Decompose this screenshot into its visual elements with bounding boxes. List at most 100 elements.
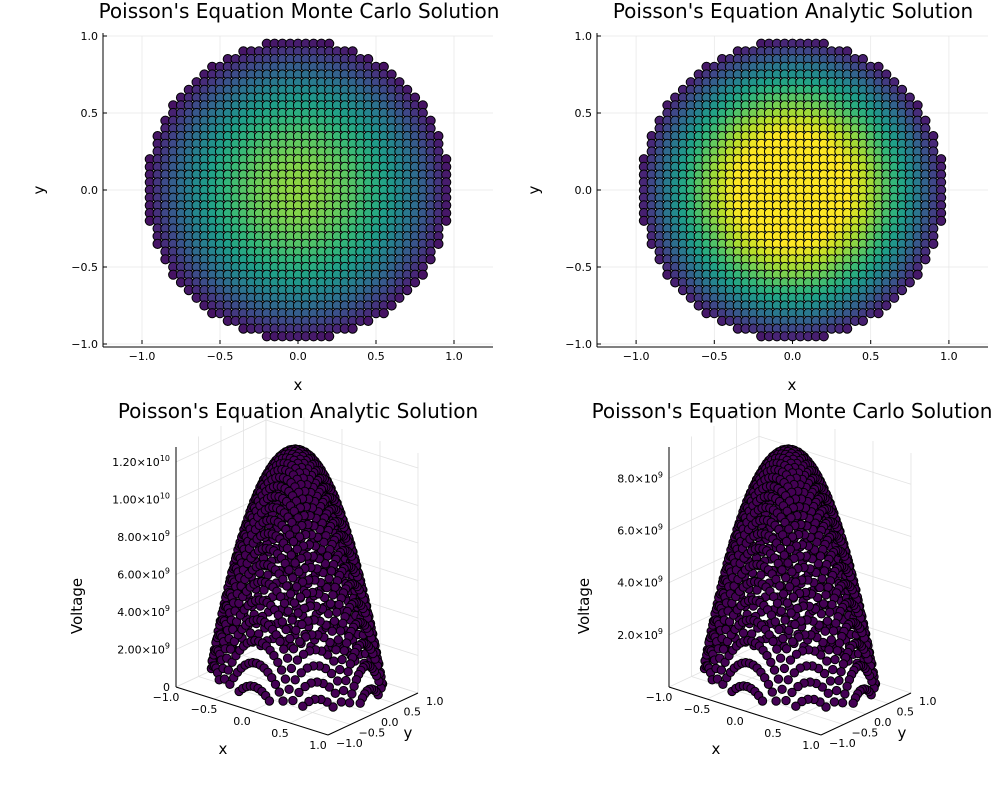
z-tick-exponent: 9 bbox=[165, 604, 170, 613]
data-point bbox=[778, 633, 788, 644]
data-point bbox=[347, 689, 357, 699]
x-tick-label: −0.5 bbox=[191, 703, 218, 716]
z-tick-label: 1.20×1010 bbox=[112, 454, 170, 469]
data-point bbox=[716, 665, 727, 675]
data-point bbox=[276, 665, 287, 675]
panel-3-surface-markers bbox=[206, 444, 388, 712]
data-point bbox=[409, 277, 421, 288]
data-point bbox=[296, 668, 306, 678]
data-point bbox=[223, 665, 234, 675]
data-point bbox=[338, 618, 348, 628]
data-point bbox=[782, 598, 793, 608]
x-tick-label: 0.5 bbox=[271, 727, 289, 740]
data-point bbox=[787, 687, 797, 698]
data-point bbox=[278, 696, 288, 706]
x-tick-label: −1.0 bbox=[646, 691, 673, 704]
data-point bbox=[786, 608, 796, 618]
z-tick-exponent: 10 bbox=[160, 454, 170, 463]
data-point bbox=[289, 598, 300, 608]
data-point bbox=[279, 644, 289, 654]
y-tick-label: 0.5 bbox=[81, 107, 99, 120]
data-point bbox=[335, 626, 346, 636]
z-tick-mantissa: 2.00×10 bbox=[117, 644, 165, 657]
y-tick-label: 1.0 bbox=[81, 30, 99, 43]
x-tick-label: 0.0 bbox=[289, 350, 307, 363]
data-point bbox=[781, 644, 792, 654]
data-point bbox=[264, 696, 275, 706]
data-point bbox=[772, 644, 782, 654]
data-point bbox=[767, 687, 777, 697]
data-point bbox=[763, 679, 774, 689]
data-point bbox=[778, 589, 789, 599]
data-point bbox=[785, 655, 796, 665]
data-point bbox=[288, 536, 299, 547]
x-tick-label: 0.5 bbox=[367, 350, 385, 363]
data-point bbox=[819, 566, 830, 576]
data-point bbox=[294, 687, 304, 698]
data-point bbox=[831, 685, 842, 696]
z-tick-exponent: 9 bbox=[165, 529, 170, 538]
data-point bbox=[441, 215, 452, 226]
data-point bbox=[834, 638, 845, 648]
data-point bbox=[386, 300, 397, 311]
data-point bbox=[783, 558, 793, 568]
data-point bbox=[292, 655, 303, 665]
z-tick-mantissa: 1.20×10 bbox=[112, 456, 160, 469]
data-point bbox=[417, 269, 428, 280]
data-point bbox=[333, 635, 343, 645]
data-point bbox=[326, 566, 337, 576]
data-point bbox=[776, 606, 786, 616]
data-point bbox=[881, 300, 892, 311]
panel-4-title: Poisson's Equation Monte Carlo Solution bbox=[592, 399, 993, 423]
data-point bbox=[826, 635, 836, 645]
y-tick-label: −1.0 bbox=[71, 338, 98, 351]
data-point bbox=[338, 685, 349, 696]
data-point bbox=[772, 598, 783, 608]
data-point bbox=[834, 675, 844, 686]
data-point bbox=[775, 581, 785, 591]
panel-3-title: Poisson's Equation Analytic Solution bbox=[118, 399, 478, 423]
data-point bbox=[779, 663, 790, 674]
data-point bbox=[433, 238, 444, 249]
data-point bbox=[857, 315, 869, 326]
z-tick-mantissa: 1.00×10 bbox=[112, 494, 160, 507]
panel-1-y-ticks: −1.0−0.50.00.51.0 bbox=[71, 30, 107, 351]
z-tick-label: 4.00×109 bbox=[117, 604, 170, 619]
data-point bbox=[771, 696, 781, 706]
data-point bbox=[773, 674, 784, 684]
x-tick-label: 0.0 bbox=[233, 715, 251, 728]
data-point bbox=[873, 308, 884, 319]
data-point bbox=[829, 697, 840, 707]
x-tick-label: 0.5 bbox=[862, 350, 880, 363]
data-point bbox=[842, 323, 853, 334]
data-point bbox=[293, 608, 303, 618]
data-point bbox=[295, 637, 305, 647]
data-point bbox=[347, 323, 358, 334]
x-tick-label: −1.0 bbox=[129, 350, 156, 363]
x-tick-label: −0.5 bbox=[684, 703, 711, 716]
data-point bbox=[279, 598, 290, 608]
data-point bbox=[828, 626, 839, 636]
data-point bbox=[328, 590, 338, 600]
data-point bbox=[912, 269, 923, 280]
data-point bbox=[825, 607, 835, 617]
x-tick-label: 1.0 bbox=[309, 739, 327, 752]
data-point bbox=[336, 697, 347, 707]
y-tick-label: −1.0 bbox=[565, 338, 592, 351]
data-point bbox=[273, 657, 283, 667]
z-tick-mantissa: 8.00×10 bbox=[117, 531, 165, 544]
data-point bbox=[290, 558, 300, 568]
data-point bbox=[837, 698, 848, 708]
data-point bbox=[288, 695, 298, 706]
panel-1-title: Poisson's Equation Monte Carlo Solution bbox=[99, 0, 500, 23]
y-tick-label: 0.5 bbox=[404, 706, 422, 719]
data-point bbox=[291, 582, 302, 592]
data-point bbox=[822, 616, 833, 626]
data-point bbox=[341, 675, 351, 686]
panel-3-y-label: y bbox=[404, 724, 413, 742]
data-point bbox=[781, 695, 791, 706]
data-point bbox=[768, 636, 778, 647]
data-point bbox=[332, 607, 342, 617]
x-tick-label: 1.0 bbox=[445, 350, 463, 363]
